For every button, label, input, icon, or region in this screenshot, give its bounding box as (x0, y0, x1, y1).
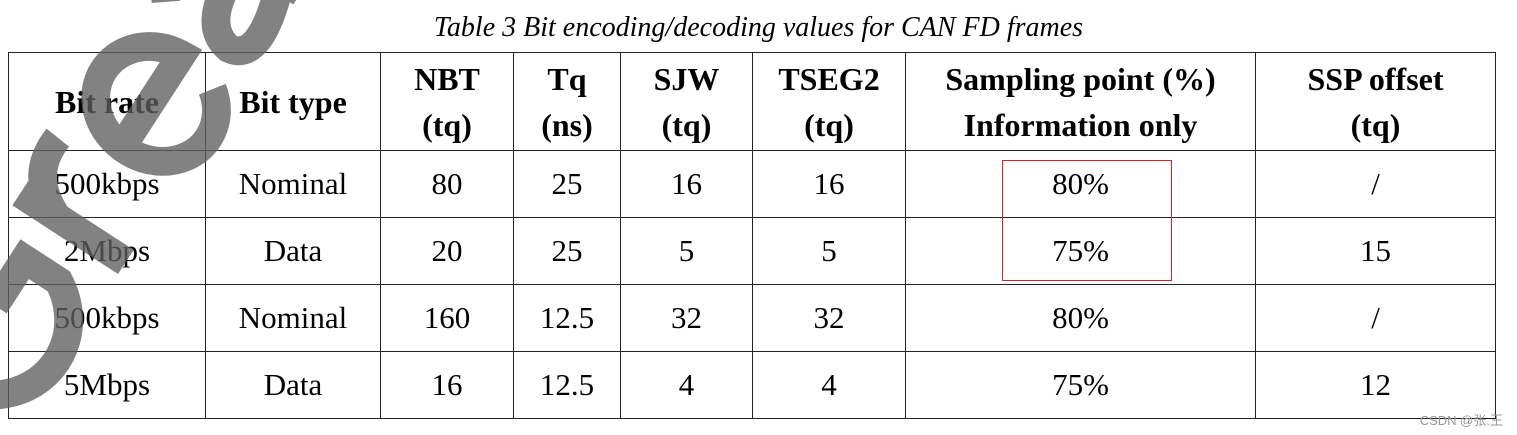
table-cell: 80 (380, 150, 514, 218)
table-cell: / (1255, 284, 1496, 352)
column-header: SSP offset (tq) (1255, 52, 1496, 151)
table-cell: 16 (620, 150, 753, 218)
table-cell: 4 (620, 351, 753, 419)
column-header-line: (tq) (661, 106, 712, 143)
table-cell: Data (205, 217, 381, 285)
table-row: 500kbps Nominal 160 12.5 32 32 80% / (8, 284, 1496, 352)
column-header: Sampling point (%) Information only (905, 52, 1256, 151)
csdn-watermark: CSDN @张.王 (1419, 413, 1503, 428)
table-cell: 500kbps (8, 284, 206, 352)
bit-encoding-table: Bit rate Bit type NBT (tq) Tq (ns) SJW (tq) TSEG… (8, 52, 1496, 419)
column-header: Tq (ns) (513, 52, 621, 151)
column-header-line: (ns) (541, 106, 593, 143)
table-cell: Nominal (205, 284, 381, 352)
column-header-line: Bit rate (55, 83, 159, 120)
table-cell: 15 (1255, 217, 1496, 285)
column-header-line: Tq (547, 60, 587, 97)
table-cell: 160 (380, 284, 514, 352)
table-caption: Table 3 Bit encoding/decoding values for… (433, 12, 1084, 43)
column-header: TSEG2 (tq) (752, 52, 906, 151)
table-cell: 25 (513, 217, 621, 285)
table-cell: Nominal (205, 150, 381, 218)
table-cell: 80% (905, 284, 1256, 352)
table-cell: 32 (620, 284, 753, 352)
table-cell: 75% (905, 217, 1256, 285)
table-cell: 4 (752, 351, 906, 419)
table-cell: 5 (752, 217, 906, 285)
column-header-line: (tq) (1350, 106, 1401, 143)
table-cell: 32 (752, 284, 906, 352)
table-cell: 80% (905, 150, 1256, 218)
column-header-line: Bit type (239, 83, 347, 120)
table-cell: 75% (905, 351, 1256, 419)
column-header-line: SJW (653, 60, 720, 97)
table-cell: 2Mbps (8, 217, 206, 285)
table-row: 500kbps Nominal 80 25 16 16 80% / (8, 150, 1496, 218)
column-header: Bit rate (8, 52, 206, 151)
column-header-line: (tq) (804, 106, 854, 143)
highlight-box (1002, 160, 1172, 281)
table-cell: 25 (513, 150, 621, 218)
table-row: 5Mbps Data 16 12.5 4 4 75% 12 (8, 351, 1496, 419)
column-header: NBT (tq) (380, 52, 514, 151)
column-header: Bit type (205, 52, 381, 151)
table-cell: 5Mbps (8, 351, 206, 419)
table-row: 2Mbps Data 20 25 5 5 75% 15 (8, 217, 1496, 285)
column-header-line: SSP offset (1307, 60, 1444, 97)
column-header: SJW (tq) (620, 52, 753, 151)
column-header-line: Sampling point (%) (945, 60, 1216, 97)
table-cell: 16 (752, 150, 906, 218)
table-cell: 16 (380, 351, 514, 419)
table-cell: 5 (620, 217, 753, 285)
table-cell: 12.5 (513, 284, 621, 352)
table-cell: 12 (1255, 351, 1496, 419)
table-cell: 12.5 (513, 351, 621, 419)
column-header-line: Information only (963, 106, 1198, 143)
column-header-line: TSEG2 (778, 60, 880, 97)
column-header-line: NBT (414, 60, 480, 97)
table-cell: 500kbps (8, 150, 206, 218)
column-header-line: (tq) (422, 106, 472, 143)
table-cell: / (1255, 150, 1496, 218)
table-cell: 20 (380, 217, 514, 285)
table-cell: Data (205, 351, 381, 419)
header-row: Bit rate Bit type NBT (tq) Tq (ns) SJW (tq) TSEG… (8, 52, 1496, 151)
